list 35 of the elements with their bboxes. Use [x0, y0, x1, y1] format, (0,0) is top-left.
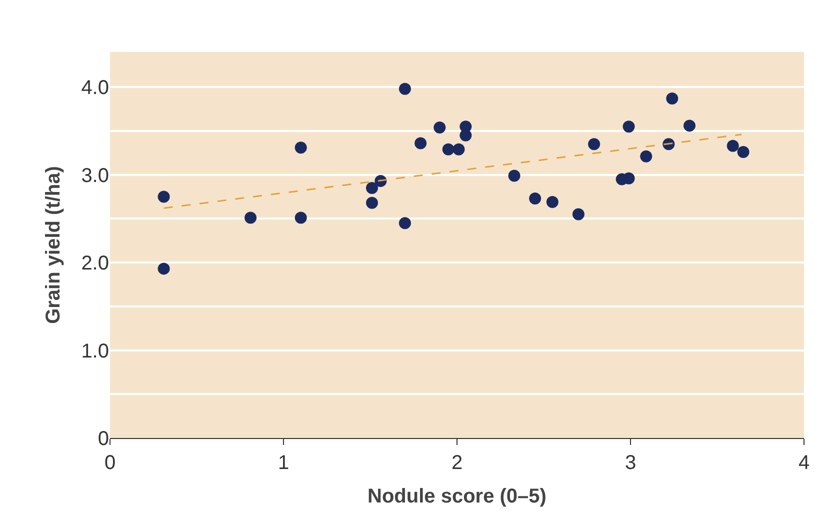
point — [666, 92, 678, 104]
x-tick-label: 4 — [798, 452, 810, 474]
point — [158, 190, 170, 203]
point — [622, 120, 635, 133]
y-tick-label: 2.0 — [81, 252, 109, 275]
y-tick-label: 0 — [98, 428, 109, 450]
point — [588, 138, 600, 150]
point — [398, 217, 411, 230]
point — [366, 182, 378, 194]
point — [546, 196, 558, 208]
point — [244, 212, 257, 224]
point — [294, 212, 307, 224]
point — [452, 143, 465, 156]
point — [529, 192, 542, 204]
x-tick-label: 2 — [451, 452, 463, 474]
x-tick-label: 3 — [624, 452, 636, 474]
x-tick-label: 1 — [278, 452, 290, 474]
point — [414, 137, 427, 150]
point — [366, 196, 378, 209]
point — [640, 150, 652, 162]
point — [442, 143, 454, 156]
point — [726, 140, 739, 152]
point — [294, 142, 307, 154]
point — [737, 146, 750, 158]
point — [683, 120, 696, 132]
point — [434, 121, 446, 134]
point — [398, 82, 411, 95]
y-tick-label: 3.0 — [81, 164, 109, 187]
point — [572, 208, 584, 220]
x-axis-title: Nodule score (0–5) — [368, 486, 546, 508]
y-tick-label: 4.0 — [81, 77, 109, 100]
point — [158, 262, 170, 275]
point — [508, 170, 520, 182]
y-tick-label: 1.0 — [81, 340, 109, 362]
y-axis-title: Grain yield (t/ha) — [42, 166, 65, 324]
